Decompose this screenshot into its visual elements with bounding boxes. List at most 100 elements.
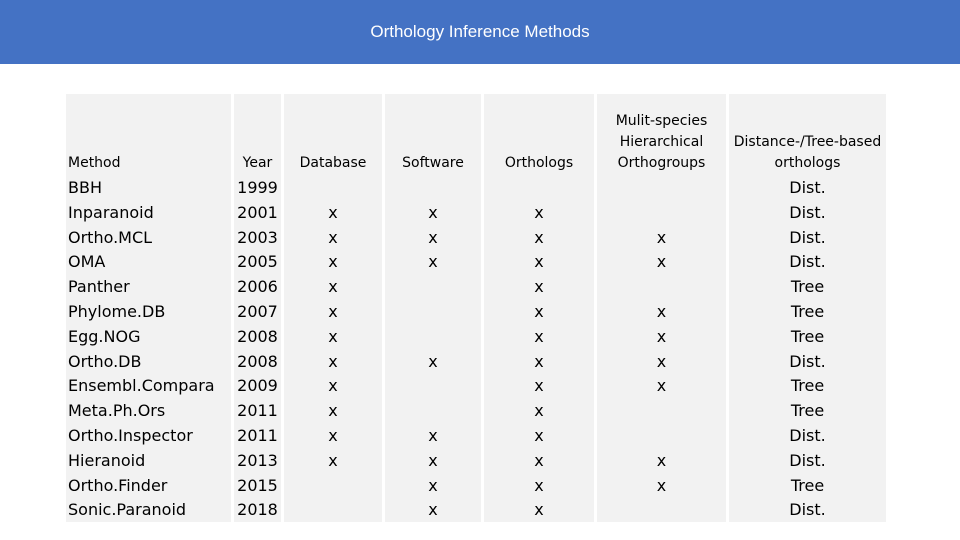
- column-header: Distance-/Tree-based orthologs: [729, 94, 886, 174]
- header-orthologs: Orthologs: [504, 155, 574, 171]
- cell-method: Meta.Ph.Ors: [68, 401, 166, 421]
- cell-year: 2008: [237, 326, 278, 346]
- cell-method: Phylome.DB: [68, 301, 166, 321]
- cell-method: Inparanoid: [68, 202, 154, 222]
- cell-database: x: [328, 351, 338, 371]
- cell-dist: Tree: [790, 326, 825, 346]
- cell-year: 2013: [237, 450, 278, 470]
- cell-orthologs: x: [534, 227, 544, 247]
- header-distance-tree: Distance-/Tree-based orthologs: [733, 134, 882, 171]
- column-header: Method: [66, 94, 231, 174]
- cell-year: 1999: [237, 178, 278, 197]
- cell-software: [385, 374, 481, 399]
- cell-multi: [597, 201, 726, 226]
- cell-year: 2011: [237, 425, 278, 445]
- cell-dist: Tree: [790, 277, 825, 297]
- cell-database: x: [328, 277, 338, 297]
- cell-software: [385, 176, 481, 201]
- cell-multi: [597, 424, 726, 449]
- cell-database: x: [328, 227, 338, 247]
- cell-year: 2009: [237, 376, 278, 396]
- column-header: Year: [234, 94, 281, 174]
- cell-year: 2007: [237, 301, 278, 321]
- cell-software: [385, 300, 481, 325]
- cell-database: x: [328, 301, 338, 321]
- cell-dist: Dist.: [789, 425, 826, 445]
- cell-multi: x: [656, 376, 667, 396]
- cell-orthologs: x: [534, 475, 544, 495]
- cell-database: x: [328, 425, 338, 445]
- cell-software: x: [428, 202, 438, 222]
- cell-method: Panther: [68, 277, 130, 297]
- cell-orthologs: x: [534, 301, 544, 321]
- cell-software: [385, 325, 481, 350]
- cell-year: 2006: [237, 277, 278, 297]
- column-method: Method BBH Inparanoid Ortho.MCL OMA Panther P…: [66, 94, 231, 522]
- cell-method: Egg.NOG: [68, 326, 141, 346]
- cell-dist: Dist.: [789, 450, 826, 470]
- cell-multi: [597, 399, 726, 424]
- cell-year: 2011: [237, 401, 278, 421]
- cell-multi: x: [656, 326, 667, 346]
- cell-method: Ortho.MCL: [68, 227, 153, 247]
- cell-method: Ensembl.Compara: [68, 376, 215, 396]
- cell-orthologs: x: [534, 425, 544, 445]
- cell-method: OMA: [68, 252, 106, 272]
- column-cells: BBH Inparanoid Ortho.MCL OMA Panther Phylome.…: [66, 176, 231, 523]
- column-header: Database: [284, 94, 382, 174]
- cell-year: 2003: [237, 227, 278, 247]
- header-method: Method: [68, 155, 121, 171]
- cell-orthologs: x: [534, 326, 544, 346]
- cell-software: x: [428, 475, 438, 495]
- cell-dist: Tree: [790, 301, 825, 321]
- cell-multi: x: [656, 351, 667, 371]
- cell-multi: [597, 498, 726, 523]
- cell-year: 2015: [237, 475, 278, 495]
- cell-multi: x: [656, 227, 667, 247]
- cell-database: x: [328, 376, 338, 396]
- cell-dist: Tree: [790, 475, 825, 495]
- cell-multi: x: [656, 252, 667, 272]
- cell-method: Hieranoid: [68, 450, 146, 470]
- header-software: Software: [402, 155, 464, 171]
- cell-database: x: [328, 252, 338, 272]
- cell-dist: Tree: [790, 401, 825, 421]
- cell-dist: Dist.: [789, 178, 826, 197]
- cell-year: 2008: [237, 351, 278, 371]
- cell-software: x: [428, 252, 438, 272]
- column-header: Orthologs: [484, 94, 594, 174]
- cell-dist: Dist.: [789, 500, 826, 520]
- cell-dist: Dist.: [789, 202, 826, 222]
- cell-orthologs: x: [534, 202, 544, 222]
- cell-year: 2018: [237, 500, 278, 520]
- cell-database: x: [328, 450, 338, 470]
- cell-multi: [597, 275, 726, 300]
- header-multi-species: Mulit-species Hierarchical Orthogroups: [615, 113, 708, 171]
- methods-table: Method BBH Inparanoid Ortho.MCL OMA Panther P…: [0, 94, 960, 522]
- cell-database: x: [328, 202, 338, 222]
- cell-orthologs: x: [534, 252, 544, 272]
- cell-database: [284, 498, 382, 523]
- column-cells: 1999 2001 2003 2005 2006 2007 2008 2008 2009 2011…: [234, 176, 281, 523]
- column-multi-species: Mulit-species Hierarchical Orthogroups x…: [597, 94, 726, 522]
- cell-method: Sonic.Paranoid: [68, 500, 187, 520]
- cell-orthologs: x: [534, 351, 544, 371]
- cell-method: Ortho.Finder: [68, 475, 168, 495]
- column-header: Software: [385, 94, 481, 174]
- cell-dist: Dist.: [789, 227, 826, 247]
- cell-orthologs: x: [534, 376, 544, 396]
- cell-dist: Dist.: [789, 252, 826, 272]
- cell-orthologs: x: [534, 450, 544, 470]
- cell-multi: x: [656, 475, 667, 495]
- cell-dist: Tree: [790, 376, 825, 396]
- cell-multi: x: [656, 450, 667, 470]
- cell-multi: [597, 176, 726, 201]
- column-distance-tree: Distance-/Tree-based orthologs Dist. Dist…: [729, 94, 886, 522]
- column-year: Year 1999 2001 2003 2005 2006 2007 2008 2008 200…: [234, 94, 281, 522]
- cell-software: x: [428, 351, 438, 371]
